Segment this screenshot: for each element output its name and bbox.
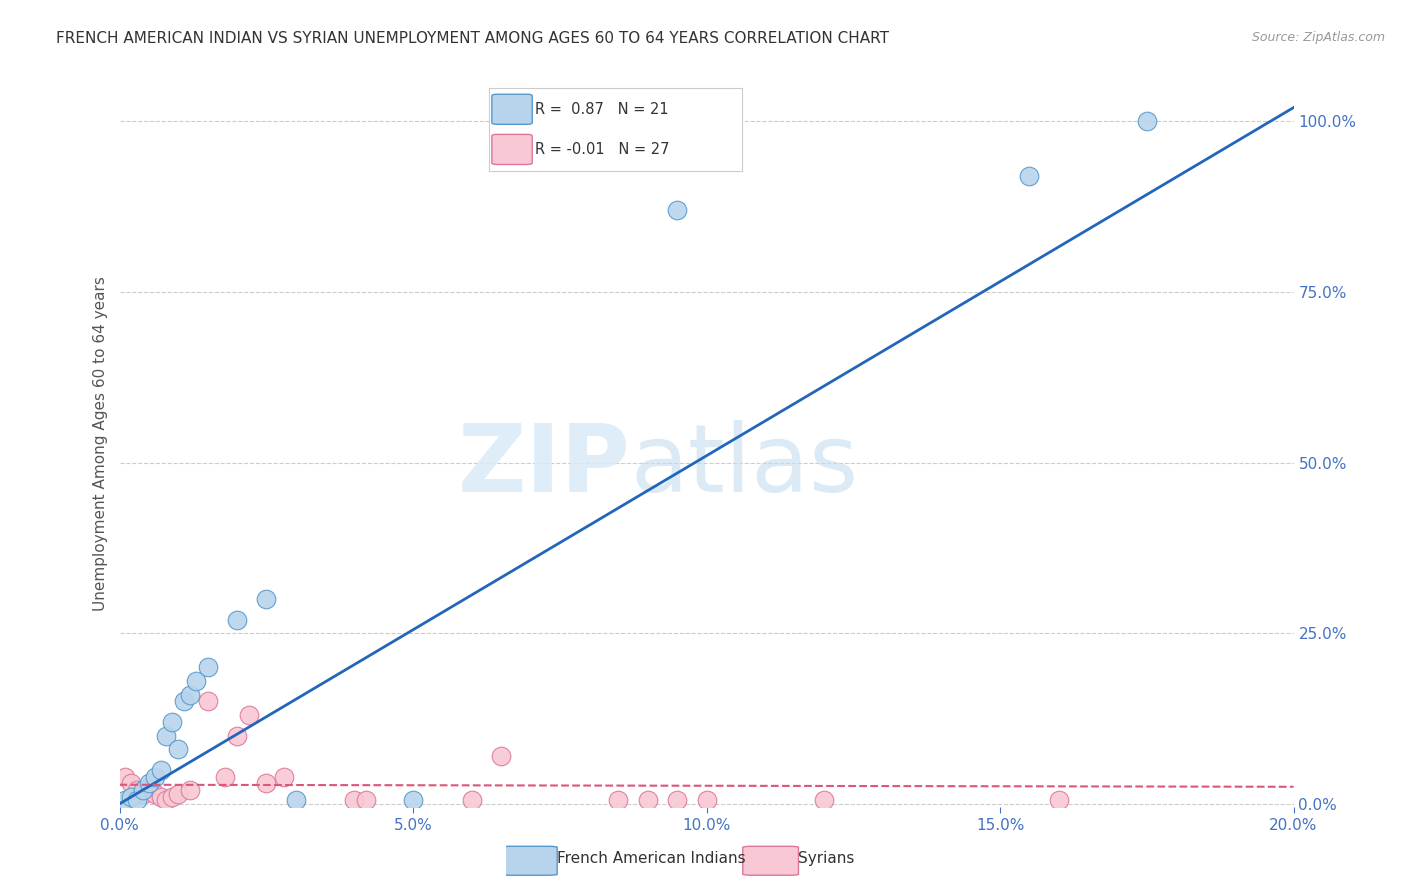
Point (666, 202, 689, 217)
Point (155, 729, 177, 743)
Point (155, 793, 177, 807)
Point (149, 763, 172, 777)
Point (114, 770, 136, 784)
FancyBboxPatch shape (742, 847, 799, 875)
Point (402, 793, 425, 807)
Point (607, 793, 630, 807)
FancyBboxPatch shape (492, 95, 533, 124)
Point (225, 729, 249, 743)
Point (460, 793, 484, 807)
Point (354, 793, 377, 807)
Point (214, 770, 236, 784)
FancyBboxPatch shape (502, 847, 557, 875)
Point (343, 793, 366, 807)
Point (179, 783, 201, 797)
Point (813, 793, 835, 807)
Text: FRENCH AMERICAN INDIAN VS SYRIAN UNEMPLOYMENT AMONG AGES 60 TO 64 YEARS CORRELAT: FRENCH AMERICAN INDIAN VS SYRIAN UNEMPLO… (56, 31, 889, 46)
Point (179, 688, 201, 702)
Point (184, 673, 207, 688)
Point (167, 787, 190, 801)
Text: R = -0.01   N = 27: R = -0.01 N = 27 (534, 142, 669, 157)
Point (197, 694, 219, 708)
Text: atlas: atlas (630, 419, 859, 512)
Point (197, 660, 219, 674)
Point (696, 793, 718, 807)
Point (666, 793, 689, 807)
Y-axis label: Unemployment Among Ages 60 to 64 years: Unemployment Among Ages 60 to 64 years (93, 277, 108, 611)
Point (254, 592, 277, 607)
Text: French American Indians: French American Indians (557, 851, 745, 866)
Point (143, 770, 166, 784)
Point (120, 776, 142, 790)
Point (127, 793, 149, 807)
Point (162, 790, 184, 805)
Text: Syrians: Syrians (799, 851, 855, 866)
Point (114, 793, 136, 807)
Text: R =  0.87   N = 21: R = 0.87 N = 21 (534, 102, 668, 117)
Point (238, 708, 260, 723)
Text: Source: ZipAtlas.com: Source: ZipAtlas.com (1251, 31, 1385, 45)
Point (162, 714, 184, 729)
Text: ZIP: ZIP (457, 419, 630, 512)
Point (143, 787, 166, 801)
Point (225, 613, 249, 627)
FancyBboxPatch shape (492, 135, 533, 164)
Point (637, 793, 659, 807)
Point (1047, 793, 1070, 807)
Point (254, 776, 277, 790)
Point (127, 783, 149, 797)
Point (273, 770, 295, 784)
Point (284, 793, 307, 807)
Point (132, 787, 155, 801)
Point (1136, 114, 1159, 128)
Point (489, 749, 512, 764)
Point (138, 780, 160, 794)
Point (120, 790, 142, 805)
Point (138, 776, 160, 790)
Point (149, 790, 172, 805)
Point (132, 783, 155, 797)
Point (167, 742, 190, 756)
Point (1018, 169, 1040, 183)
Point (173, 694, 195, 708)
